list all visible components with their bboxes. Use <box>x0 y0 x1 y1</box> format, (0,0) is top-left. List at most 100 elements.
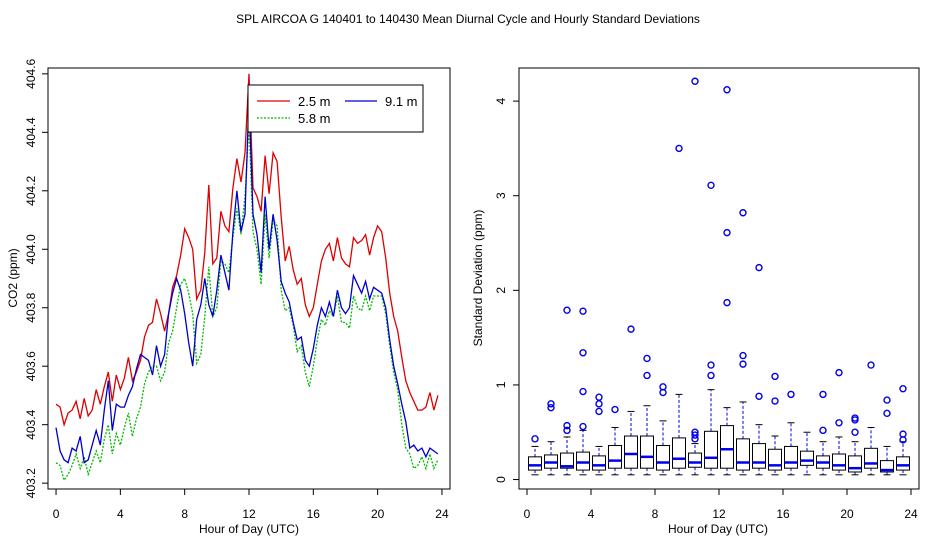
box-hour-12 <box>720 86 734 476</box>
box-iqr <box>640 435 654 469</box>
box-hour-15 <box>768 372 782 476</box>
outlier-point <box>563 306 571 314</box>
right-x-axis: 0 4 8 12 16 20 24 <box>524 489 918 521</box>
outlier-point <box>707 361 715 369</box>
box-hour-0 <box>528 435 542 476</box>
mean-cycle-chart: 0 4 8 12 16 20 24 403.2 403.4 403.6 403.8 404.0 404… <box>6 58 451 536</box>
right-y-tick-label: 1 <box>494 381 508 388</box>
box-iqr <box>800 450 814 466</box>
left-x-tick-label: 16 <box>307 507 321 521</box>
left-y-tick-label: 403.2 <box>24 468 38 498</box>
right-y-axis: 0 1 2 3 4 <box>494 97 519 483</box>
series-line-9-1-m <box>55 97 439 464</box>
right-y-tick-label: 2 <box>494 287 508 294</box>
outlier-point <box>755 392 763 400</box>
outlier-point <box>643 371 651 380</box>
outlier-point <box>723 228 731 237</box>
outlier-point <box>883 409 891 418</box>
box-iqr <box>864 447 878 469</box>
outlier-point <box>867 361 875 369</box>
box-hour-23 <box>896 385 910 476</box>
right-x-axis-label: Hour of Day (UTC) <box>668 522 768 536</box>
outlier-point <box>611 405 619 414</box>
outlier-point <box>563 426 571 435</box>
box-iqr <box>752 443 766 469</box>
right-y-tick-label: 3 <box>494 192 508 199</box>
outlier-point <box>707 181 715 190</box>
outlier-point <box>819 390 827 399</box>
right-x-tick-label: 20 <box>840 507 854 521</box>
box-iqr <box>720 425 734 469</box>
left-x-tick-label: 24 <box>435 507 449 521</box>
box-iqr <box>736 438 750 471</box>
outlier-point <box>899 430 907 438</box>
box-hour-11 <box>704 181 718 476</box>
outlier-point <box>691 431 699 439</box>
legend-label-5-8m: 5.8 m <box>298 111 331 126</box>
outlier-point <box>739 209 747 217</box>
box-iqr <box>768 448 782 471</box>
box-hour-19 <box>832 368 846 476</box>
outlier-point <box>547 400 555 408</box>
box-iqr <box>624 435 638 469</box>
right-x-tick-label: 24 <box>904 507 918 521</box>
outlier-point <box>899 385 907 393</box>
outlier-point <box>883 396 891 404</box>
outlier-point <box>579 387 587 396</box>
outlier-point <box>851 414 859 422</box>
outlier-point <box>595 407 603 416</box>
right-x-tick-label: 4 <box>588 507 595 521</box>
box-hour-9 <box>672 144 686 476</box>
right-boxes <box>528 77 910 476</box>
box-iqr <box>528 456 542 471</box>
outlier-point <box>563 421 571 430</box>
left-x-tick-label: 4 <box>117 507 124 521</box>
left-x-axis-label: Hour of Day (UTC) <box>199 522 299 536</box>
right-x-tick-label: 12 <box>712 507 726 521</box>
left-x-tick-label: 0 <box>53 507 60 521</box>
box-iqr <box>704 430 718 469</box>
left-y-tick-label: 404.4 <box>24 117 38 147</box>
left-y-tick-label: 403.6 <box>24 351 38 381</box>
outlier-point <box>547 403 555 412</box>
box-hour-18 <box>816 390 830 476</box>
box-hour-3 <box>576 307 590 476</box>
box-hour-20 <box>848 414 862 476</box>
outlier-point <box>579 349 587 357</box>
outlier-point <box>579 307 587 315</box>
outlier-point <box>835 419 843 427</box>
right-x-tick-label: 16 <box>776 507 790 521</box>
right-y-axis-label: Standard Deviation (ppm) <box>471 210 485 347</box>
left-x-axis: 0 4 8 12 16 20 24 <box>53 489 449 521</box>
outlier-point <box>771 397 779 405</box>
box-hour-2 <box>560 306 574 476</box>
left-y-tick-label: 403.4 <box>24 409 38 439</box>
outlier-point <box>739 360 747 368</box>
right-plot-frame <box>518 67 920 490</box>
outlier-point <box>851 428 859 436</box>
left-y-tick-label: 404.2 <box>24 175 38 205</box>
box-iqr <box>560 452 574 469</box>
outlier-point <box>723 298 731 307</box>
outlier-point <box>531 435 539 443</box>
box-hour-16 <box>784 390 798 476</box>
box-hour-21 <box>864 361 878 476</box>
left-y-axis: 403.2 403.4 403.6 403.8 404.0 404.2 404.4 404.6 <box>24 58 48 498</box>
right-y-tick-label: 0 <box>494 476 508 483</box>
right-x-tick-label: 8 <box>652 507 659 521</box>
series-line-2-5-m <box>55 73 439 428</box>
left-y-axis-label: CO2 (ppm) <box>6 248 20 307</box>
outlier-point <box>595 393 603 401</box>
outlier-point <box>819 426 827 435</box>
outlier-point <box>771 372 779 381</box>
box-hour-6 <box>624 325 638 476</box>
box-hour-13 <box>736 209 750 476</box>
box-iqr <box>592 455 606 471</box>
outlier-point <box>755 263 763 272</box>
legend: 2.5 m 5.8 m 9.1 m <box>247 84 424 133</box>
box-hour-1 <box>544 400 558 476</box>
box-iqr <box>784 445 798 469</box>
left-series-lines <box>55 73 439 482</box>
